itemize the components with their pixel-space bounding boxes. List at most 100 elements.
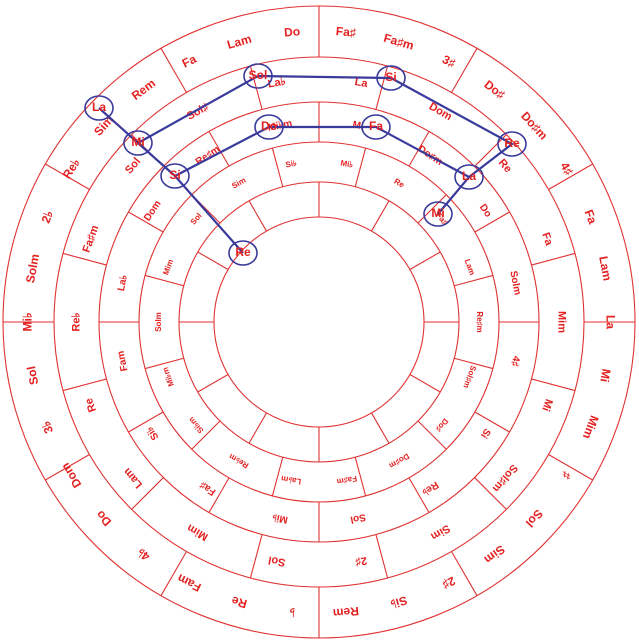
sector-divider — [371, 200, 390, 232]
ring-label: ♭ — [289, 605, 296, 619]
ring-label: Fam — [175, 571, 203, 595]
ring-label: Fa♯m — [81, 224, 102, 255]
sector-divider — [454, 357, 494, 370]
ring-label: 4♯ — [509, 355, 522, 368]
sector-divider — [474, 211, 510, 233]
ring-label: Fa♯m — [336, 474, 358, 486]
ring-label: Mi♭ — [21, 313, 35, 332]
sector-divider — [62, 378, 107, 392]
highlight-note-circle — [84, 95, 114, 121]
ring-label: 3♯ — [440, 52, 458, 70]
ring-label: La♭ — [116, 274, 130, 292]
sector-divider — [454, 274, 494, 287]
sector-divider — [409, 251, 441, 270]
ring-label: Mim — [185, 521, 210, 543]
ring-label: Re — [83, 396, 99, 413]
ring-label: Sol♯m — [461, 364, 478, 389]
sector-divider — [371, 412, 390, 444]
ring-label: Lam — [121, 465, 145, 490]
highlight-note-circle — [243, 63, 273, 89]
ring-label: Mim — [580, 414, 602, 441]
highlight-inner-path — [137, 125, 470, 178]
ring-label: Sol — [267, 554, 286, 569]
ring-label: Do — [477, 202, 494, 219]
ring-label: Solm — [23, 253, 42, 284]
sector-divider — [45, 454, 90, 481]
highlight-note-label: Re — [235, 245, 251, 259]
ring-label: Fam — [116, 350, 131, 372]
ring-label: Sol♯m — [490, 462, 520, 495]
ring-label: Re♭ — [419, 479, 440, 498]
highlight-note-circle — [376, 65, 406, 91]
sector-divider — [548, 163, 593, 190]
ring-label: Lam — [596, 255, 614, 282]
ring-label: Sol — [24, 365, 41, 386]
sector-divider — [474, 134, 507, 167]
sector-divider — [128, 411, 164, 433]
ring-label: Dom — [142, 199, 164, 224]
ring-label: 3♭ — [39, 419, 57, 436]
sector-divider — [271, 457, 284, 497]
ring-label: Do♯m — [388, 452, 411, 471]
sector-divider — [191, 420, 221, 450]
ring-label: La — [354, 76, 370, 90]
ring-label: La — [603, 315, 617, 329]
highlight-note-circle — [123, 130, 153, 156]
sector-divider — [354, 457, 367, 497]
ring-label: 4♭ — [134, 545, 152, 564]
sector-divider — [474, 477, 507, 510]
sector-divider — [531, 252, 576, 266]
ring-label: Solm — [154, 312, 163, 332]
ring-circle-4 — [178, 181, 460, 463]
sector-divider — [62, 252, 107, 266]
ring-label: Rem — [129, 76, 158, 103]
sector-divider — [451, 48, 478, 93]
ring-label: Sol — [349, 511, 367, 525]
highlight-note-circle — [454, 164, 484, 190]
ring-label: Mi — [597, 368, 613, 384]
ring-label: Sim — [428, 522, 452, 543]
highlight-note-label: Fa — [369, 119, 383, 133]
ring-label: Solm — [507, 270, 523, 296]
sector-divider — [417, 194, 447, 224]
highlight-note-circle — [160, 163, 190, 189]
ring-label: Dom — [58, 460, 84, 490]
ring-label: Re♭ — [60, 156, 83, 181]
sector-divider — [375, 534, 389, 579]
sector-divider — [45, 163, 90, 190]
highlight-note-label: La — [462, 169, 476, 183]
ring-label: Mim — [556, 311, 568, 333]
sector-divider — [197, 374, 229, 393]
ring-label: Si♭ — [389, 593, 409, 611]
ring-label: Do — [93, 508, 114, 529]
ring-label: Sim — [230, 176, 247, 191]
sector-divider — [197, 251, 229, 270]
ring-label: Mi♭ — [340, 159, 354, 170]
sector-divider — [160, 551, 187, 596]
ring-label: Re — [496, 157, 514, 175]
highlight-note-label: Re — [504, 136, 520, 150]
ring-label: Mim — [161, 258, 175, 276]
ring-label: Re♭m — [227, 452, 250, 470]
highlight-note-label: Sol — [249, 68, 268, 82]
ring-label: 2♯ — [440, 574, 458, 592]
ring-label: Re♭ — [70, 312, 82, 331]
ring-label: Sol — [523, 507, 546, 530]
ring-label: La♭m — [280, 474, 301, 486]
highlight-note-label: La — [92, 100, 106, 114]
sector-divider — [144, 274, 184, 287]
sector-divider — [128, 211, 164, 233]
sector-divider — [408, 477, 430, 513]
highlight-note-circle — [497, 131, 527, 157]
sector-divider — [451, 551, 478, 596]
ring-label: Sim — [482, 542, 508, 566]
highlight-note-label: Si — [385, 70, 396, 84]
sector-divider — [248, 412, 267, 444]
sector-divider — [417, 420, 447, 450]
sector-divider — [354, 147, 367, 187]
sector-divider — [131, 477, 164, 510]
ring-label: 2♯ — [354, 554, 368, 568]
ring-label: Do♯ — [482, 77, 508, 101]
